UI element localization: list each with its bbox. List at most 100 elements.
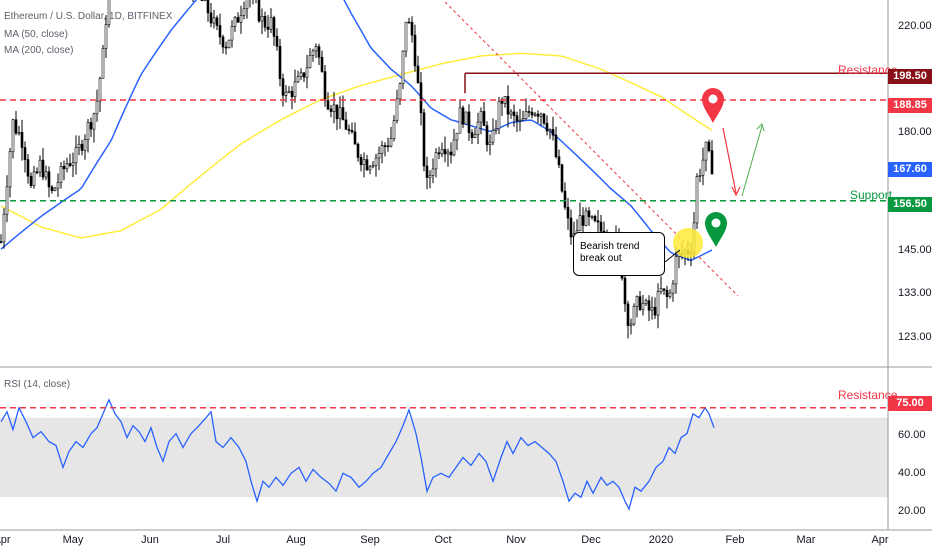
candle-body	[416, 65, 420, 83]
sell-pin-icon-dot	[708, 94, 718, 104]
candle-body	[5, 186, 9, 215]
candle-body	[443, 149, 447, 155]
candle-body	[308, 55, 312, 69]
candle-body	[554, 134, 558, 158]
candle-body	[422, 112, 426, 167]
candle-body	[221, 36, 225, 48]
candle-body	[599, 221, 603, 232]
time-tick-12: Apr	[871, 534, 888, 546]
rsi-legend: RSI (14, close)	[4, 379, 71, 390]
candle-body	[518, 119, 522, 122]
candle-body	[473, 134, 477, 138]
candle-body	[434, 152, 438, 170]
sell-pin-icon	[702, 88, 724, 123]
candle-body	[335, 104, 339, 120]
sell-pin-icon-shape	[702, 88, 724, 123]
ma50-legend: MA (50, close)	[4, 29, 68, 40]
callout-text-2: break out	[580, 253, 622, 264]
candle-body	[8, 151, 12, 188]
candle-body	[329, 108, 333, 112]
candle-body	[410, 21, 414, 36]
candle-body	[338, 107, 342, 120]
candle-body	[557, 156, 561, 166]
candle-body	[11, 119, 15, 153]
time-tick-11: Mar	[797, 534, 816, 546]
time-tick-9: 2020	[649, 534, 673, 546]
candle-body	[500, 101, 504, 104]
candle-body	[635, 296, 639, 307]
candle-body	[311, 50, 315, 56]
candle-body	[437, 152, 441, 155]
price-tag-last: 167.60	[888, 162, 932, 177]
candle-body	[29, 175, 33, 186]
candle-body	[701, 159, 705, 176]
candle-body	[293, 81, 297, 98]
candle-body	[257, 0, 261, 22]
buy-pin-icon-dot	[711, 218, 721, 228]
candle-body	[656, 291, 660, 316]
candle-body	[38, 159, 42, 173]
candle-body	[566, 206, 570, 219]
ma200-line	[0, 52, 713, 239]
candle-body	[95, 100, 99, 115]
candle-body	[674, 256, 678, 285]
candle-body	[284, 91, 288, 96]
candle-body	[17, 132, 21, 134]
candle-body	[62, 166, 66, 170]
candle-body	[413, 34, 417, 67]
candle-body	[287, 90, 291, 93]
candle-body	[224, 46, 228, 49]
candle-body	[35, 171, 39, 174]
rsi-line	[0, 398, 715, 511]
rsi-band	[0, 417, 888, 498]
candle-body	[578, 215, 582, 232]
candle-body	[428, 175, 432, 178]
candle-body	[467, 111, 471, 133]
candle-body	[494, 128, 498, 131]
candle-body	[359, 157, 363, 166]
candle-body	[269, 17, 273, 30]
candle-body	[407, 21, 411, 24]
candle-body	[455, 132, 459, 141]
callout-pointer	[664, 249, 681, 263]
candle-body	[569, 217, 573, 238]
candle-body	[365, 159, 369, 171]
rsi-tick-0: 60.00	[898, 429, 926, 441]
candle-body	[371, 165, 375, 168]
candle-body	[77, 143, 81, 148]
candle-body	[227, 39, 231, 49]
candle-body	[404, 21, 408, 52]
candle-body	[527, 111, 531, 113]
candle-body	[449, 151, 453, 156]
time-tick-4: Aug	[286, 534, 306, 546]
candle-body	[524, 111, 528, 119]
candle-body	[200, 0, 204, 2]
candle-body	[47, 171, 51, 188]
resistance-label: Resistance	[838, 63, 898, 77]
candle-body	[20, 132, 24, 148]
candle-body	[347, 128, 351, 131]
candle-body	[74, 147, 78, 164]
candle-body	[476, 121, 480, 135]
candle-body	[239, 15, 243, 23]
candle-body	[470, 132, 474, 138]
candle-body	[56, 182, 60, 189]
candle-body	[638, 296, 642, 310]
candle-body	[551, 129, 555, 136]
candle-body	[632, 306, 636, 325]
candle-body	[707, 141, 711, 151]
buy-pin-icon	[705, 212, 727, 247]
candle-body	[386, 145, 390, 148]
candle-body	[41, 159, 45, 178]
time-tick-7: Nov	[506, 534, 526, 546]
candle-body	[584, 210, 588, 226]
price-tag-resistance: 198.50	[888, 69, 932, 84]
candle-body	[653, 306, 657, 316]
candle-body	[536, 113, 540, 117]
candle-body	[341, 107, 345, 121]
candle-body	[68, 163, 72, 166]
candle-body	[107, 0, 111, 25]
candle-body	[353, 131, 357, 145]
candle-body	[392, 120, 396, 139]
candle-body	[98, 77, 102, 102]
